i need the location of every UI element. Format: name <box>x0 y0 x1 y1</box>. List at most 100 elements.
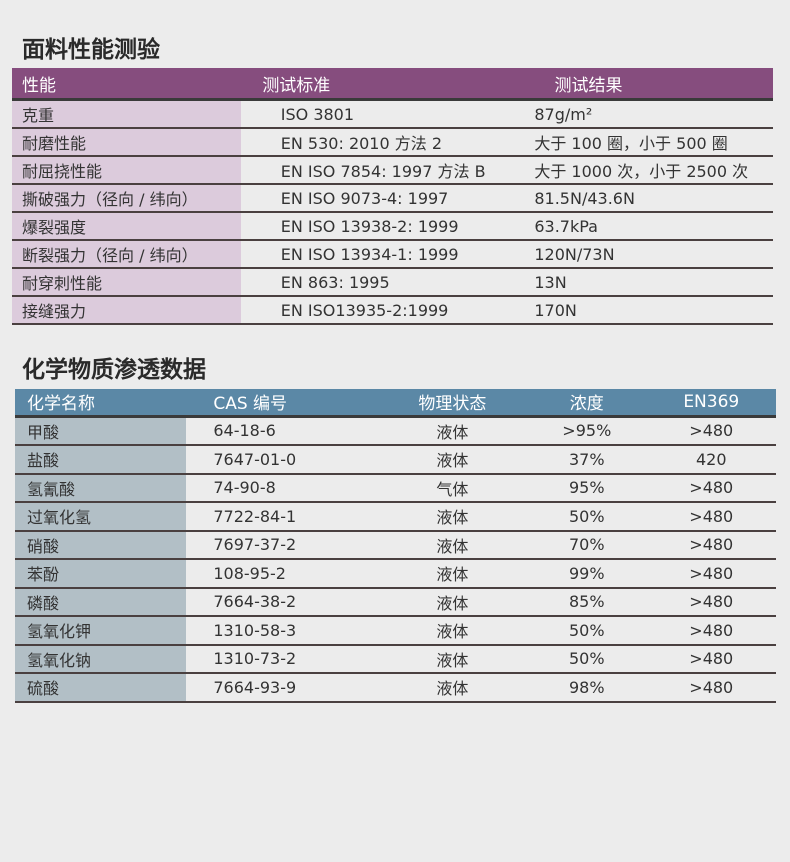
table-row: 爆裂强度 EN ISO 13938-2: 1999 63.7kPa <box>12 213 773 241</box>
table-row: 耐磨性能 EN 530: 2010 方法 2 大于 100 圈，小于 500 圈 <box>12 129 773 157</box>
table-cell: 液体 <box>436 508 469 528</box>
table-cell: 气体 <box>436 479 469 499</box>
table-cell: 1310-58-3 <box>213 620 297 640</box>
table-cell: 硝酸 <box>15 531 187 558</box>
column-header: 浓度 <box>569 394 604 415</box>
table-cell: 108-95-2 <box>213 563 286 583</box>
table-row: 硝酸 7697-37-2 液体 70% >480 <box>15 531 776 560</box>
table-cell: 50% <box>569 620 605 640</box>
table-cell: 盐酸 <box>15 446 187 473</box>
table-cell: 接缝强力 <box>12 297 241 323</box>
table-cell: 7664-93-9 <box>213 677 297 697</box>
table-header-row: 性能 测试标准 测试结果 <box>12 68 773 101</box>
table-cell: 7697-37-2 <box>213 535 297 555</box>
table-cell: 85% <box>569 592 605 612</box>
table-cell: 氢氧化钠 <box>15 645 187 672</box>
table-cell: 大于 1000 次，小于 2500 次 <box>534 162 749 181</box>
table-cell: 液体 <box>436 451 469 471</box>
table-cell: 81.5N/43.6N <box>534 188 635 208</box>
table-header-row: 化学名称 CAS 编号 物理状态 浓度 EN369 <box>15 389 776 418</box>
table-cell: 氢氰酸 <box>15 474 187 501</box>
table-cell: >480 <box>689 620 734 640</box>
table-cell: 170N <box>534 300 577 320</box>
table-cell: 63.7kPa <box>534 216 598 236</box>
table-cell: 74-90-8 <box>213 478 276 498</box>
chemical-permeation-table: 化学名称 CAS 编号 物理状态 浓度 EN369 甲酸 64-18-6 液体 >95% >480… <box>15 389 776 703</box>
table-cell: >480 <box>689 649 734 669</box>
table-cell: EN ISO 7854: 1997 方法 B <box>280 162 486 181</box>
table-cell: 甲酸 <box>15 417 187 444</box>
table-cell: 87g/m² <box>534 104 593 124</box>
table-row: 氢氰酸 74-90-8 气体 95% >480 <box>15 474 776 503</box>
table-cell: 液体 <box>436 650 469 670</box>
table-cell: 7664-38-2 <box>213 592 297 612</box>
column-header: 测试结果 <box>554 75 623 96</box>
table-cell: EN ISO13935-2:1999 <box>280 300 449 320</box>
table-cell: 37% <box>569 449 605 469</box>
table-row: 耐屈挠性能 EN ISO 7854: 1997 方法 B 大于 1000 次，小于 … <box>12 157 773 185</box>
table-cell: 液体 <box>436 622 469 642</box>
table-cell: 95% <box>569 478 605 498</box>
table-row: 过氧化氢 7722-84-1 液体 50% >480 <box>15 503 776 532</box>
table-cell: 过氧化氢 <box>15 503 187 530</box>
fabric-section-title: 面料性能测验 <box>22 37 160 63</box>
table-cell: 硫酸 <box>15 674 187 701</box>
table-cell: >95% <box>562 421 612 441</box>
table-row: 硫酸 7664-93-9 液体 98% >480 <box>15 674 776 703</box>
fabric-performance-table: 性能 测试标准 测试结果克重 ISO 3801 87g/m² 耐磨性能 EN 530: 20… <box>12 68 773 325</box>
table-cell: 耐穿刺性能 <box>12 269 241 295</box>
table-row: 盐酸 7647-01-0 液体 37% 420 <box>15 446 776 475</box>
chemical-section-title: 化学物质渗透数据 <box>22 357 206 383</box>
table-row: 接缝强力 EN ISO13935-2:1999 170N <box>12 297 773 325</box>
table-cell: 苯酚 <box>15 560 187 587</box>
table-cell: 液体 <box>436 593 469 613</box>
table-cell: 大于 100 圈，小于 500 圈 <box>534 134 728 153</box>
table-row: 磷酸 7664-38-2 液体 85% >480 <box>15 588 776 617</box>
table-cell: 断裂强力（径向 / 纬向） <box>12 241 241 267</box>
table-row: 耐穿刺性能 EN 863: 1995 13N <box>12 269 773 297</box>
table-cell: 克重 <box>12 101 241 127</box>
table-cell: 98% <box>569 677 605 697</box>
table-cell: >480 <box>689 535 734 555</box>
table-cell: 50% <box>569 649 605 669</box>
table-cell: 1310-73-2 <box>213 649 297 669</box>
table-row: 甲酸 64-18-6 液体 >95% >480 <box>15 417 776 446</box>
column-header: 测试标准 <box>262 75 331 96</box>
table-cell: 爆裂强度 <box>12 213 241 239</box>
table-cell: 64-18-6 <box>213 421 276 441</box>
table-cell: 耐磨性能 <box>12 129 241 155</box>
table-cell: 13N <box>534 272 567 292</box>
column-header: 化学名称 <box>27 394 95 415</box>
table-cell: 420 <box>695 449 727 469</box>
table-cell: 70% <box>569 535 605 555</box>
table-cell: ISO 3801 <box>280 104 355 124</box>
column-header: 性能 <box>22 75 56 96</box>
table-cell: 7647-01-0 <box>213 449 297 469</box>
table-cell: 7722-84-1 <box>213 506 297 526</box>
table-row: 氢氧化钾 1310-58-3 液体 50% >480 <box>15 617 776 646</box>
table-cell: EN ISO 13938-2: 1999 <box>280 216 459 236</box>
table-cell: >480 <box>689 563 734 583</box>
table-row: 撕破强力（径向 / 纬向） EN ISO 9073-4: 1997 81.5N/43… <box>12 185 773 213</box>
table-cell: 液体 <box>436 536 469 556</box>
table-cell: EN ISO 9073-4: 1997 <box>280 188 449 208</box>
column-header: 物理状态 <box>418 394 487 415</box>
table-cell: 液体 <box>436 565 469 585</box>
table-cell: >480 <box>689 677 734 697</box>
table-cell: 120N/73N <box>534 244 615 264</box>
table-cell: EN 530: 2010 方法 2 <box>280 134 443 153</box>
table-cell: >480 <box>689 506 734 526</box>
table-cell: 撕破强力（径向 / 纬向） <box>12 185 241 211</box>
table-cell: 耐屈挠性能 <box>12 157 241 183</box>
table-cell: 99% <box>569 563 605 583</box>
table-row: 苯酚 108-95-2 液体 99% >480 <box>15 560 776 589</box>
table-cell: 磷酸 <box>15 588 187 615</box>
table-cell: >480 <box>689 421 734 441</box>
table-cell: 液体 <box>436 679 469 699</box>
table-row: 断裂强力（径向 / 纬向） EN ISO 13934-1: 1999 120N/73… <box>12 241 773 269</box>
table-cell: 氢氧化钾 <box>15 617 187 644</box>
table-cell: EN 863: 1995 <box>280 272 390 292</box>
table-cell: EN ISO 13934-1: 1999 <box>280 244 459 264</box>
column-header: EN369 <box>683 391 740 412</box>
table-cell: >480 <box>689 478 734 498</box>
